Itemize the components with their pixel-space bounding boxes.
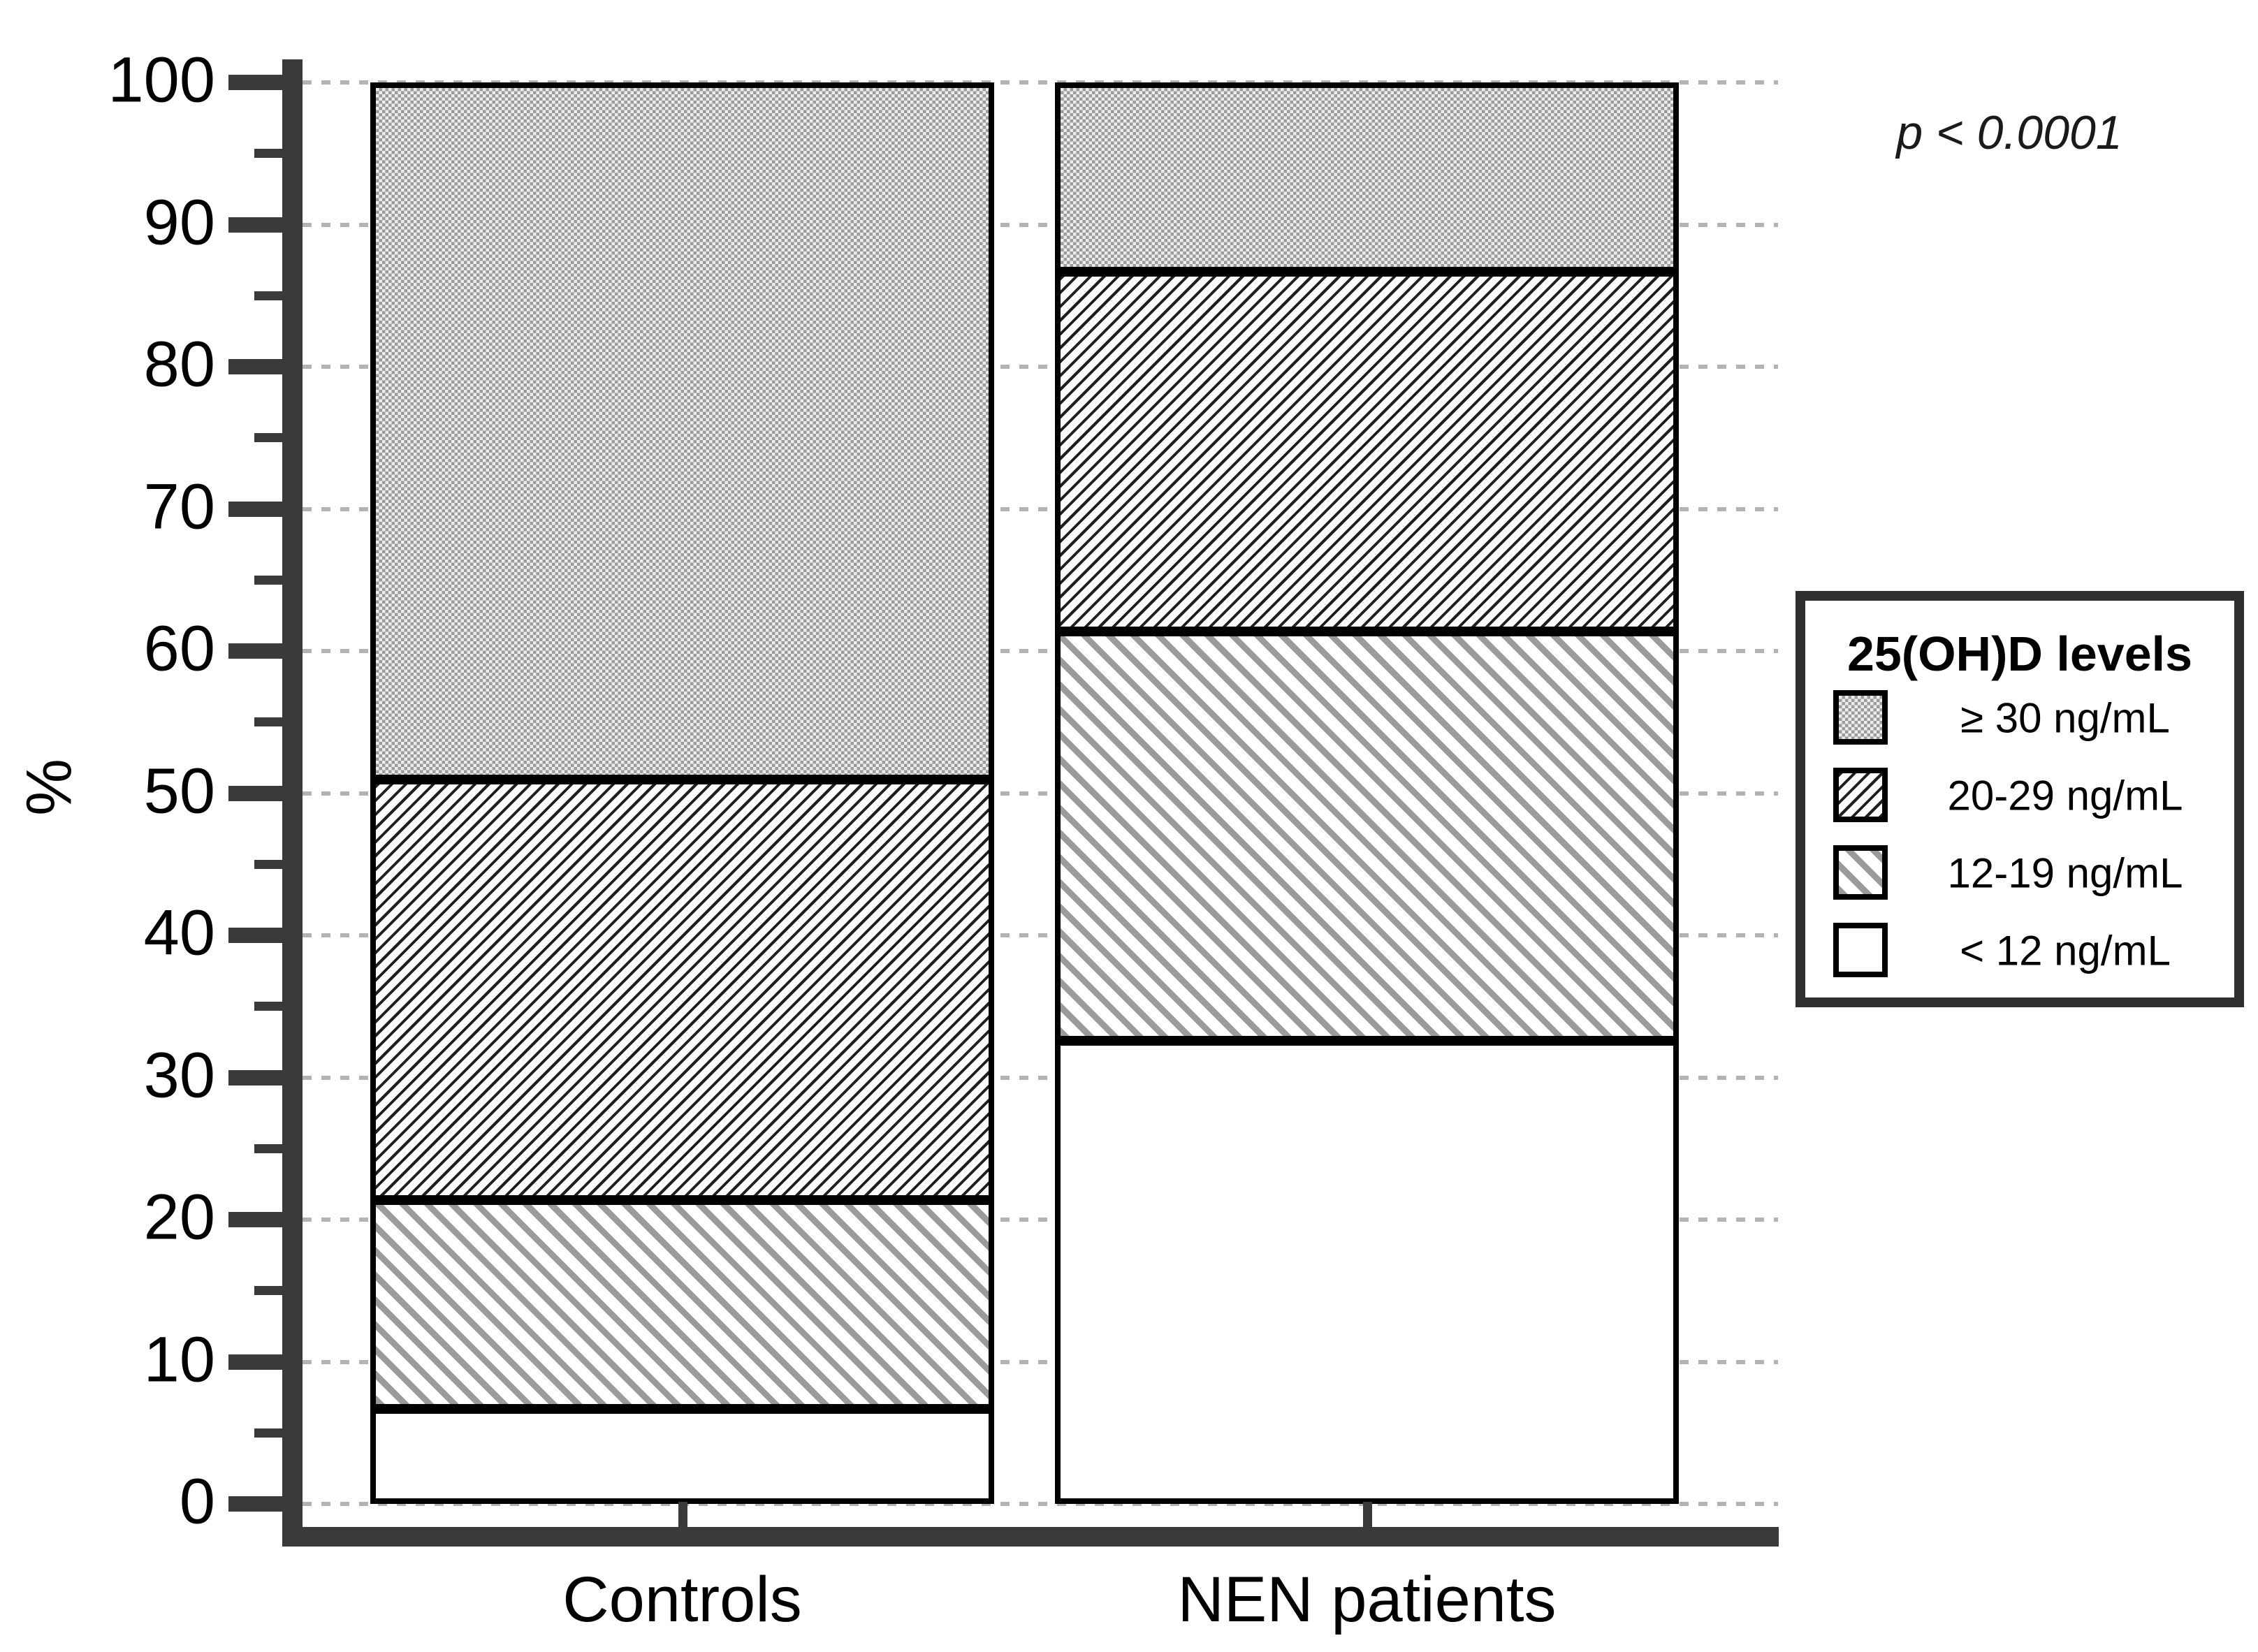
y-tick-label-10: 10	[143, 1323, 215, 1395]
legend-row--12-ng-mL: < 12 ng/mL	[1805, 923, 2234, 979]
legend-row-20-29-ng-mL: 20-29 ng/mL	[1805, 768, 2234, 824]
y-axis-line	[282, 59, 303, 1547]
legend-item-label: 20-29 ng/mL	[1947, 772, 2183, 819]
y-major-tick-100	[228, 75, 303, 90]
gridline-10	[303, 1359, 1778, 1364]
gridline-60	[303, 649, 1778, 653]
gridline-20	[303, 1218, 1778, 1222]
y-tick-label-30: 30	[143, 1039, 215, 1111]
y-minor-tick-25	[254, 1143, 303, 1153]
y-major-tick-80	[228, 359, 303, 374]
bar-segment-12-19-ng-mL	[1061, 627, 1673, 1036]
gridline-70	[303, 506, 1778, 511]
x-category-label: Controls	[562, 1564, 802, 1635]
y-tick-label-90: 90	[143, 186, 215, 258]
gridline-30	[303, 1075, 1778, 1080]
bar-segment--30-ng-mL	[376, 88, 989, 775]
gridline-100	[303, 80, 1778, 85]
y-minor-tick-5	[254, 1428, 303, 1438]
y-minor-tick-85	[254, 291, 303, 300]
y-major-tick-10	[228, 1354, 303, 1370]
y-major-tick-40	[228, 928, 303, 943]
bar-segment-20-29-ng-mL	[1061, 267, 1673, 627]
y-major-tick-30	[228, 1069, 303, 1086]
y-tick-label-40: 40	[143, 897, 215, 969]
y-minor-tick-15	[254, 1286, 303, 1296]
legend-item-label: 12-19 ng/mL	[1947, 849, 2183, 897]
y-major-tick-60	[228, 643, 303, 659]
gridline-50	[303, 791, 1778, 796]
bar-segment-20-29-ng-mL	[376, 775, 989, 1195]
y-tick-label-100: 100	[108, 44, 216, 116]
y-minor-tick-75	[254, 433, 303, 443]
y-tick-label-70: 70	[143, 470, 215, 542]
y-minor-tick-95	[254, 149, 303, 159]
y-tick-label-50: 50	[143, 754, 215, 826]
y-tick-label-60: 60	[143, 613, 215, 685]
bar-segment--12-ng-mL	[1061, 1035, 1673, 1498]
y-major-tick-0	[228, 1496, 303, 1512]
bar-nen-patients	[1055, 82, 1679, 1504]
bar-segment--12-ng-mL	[376, 1403, 989, 1498]
x-category-label: NEN patients	[1177, 1564, 1557, 1635]
y-major-tick-50	[228, 785, 303, 801]
legend-row-12-19-ng-mL: 12-19 ng/mL	[1805, 845, 2234, 901]
gridline-90	[303, 222, 1778, 227]
y-major-tick-20	[228, 1212, 303, 1227]
y-minor-tick-45	[254, 859, 303, 869]
bar-controls	[370, 82, 994, 1504]
y-tick-label-0: 0	[179, 1465, 215, 1537]
gridline-40	[303, 933, 1778, 937]
gridline-80	[303, 365, 1778, 369]
legend-item-label: ≥ 30 ng/mL	[1960, 694, 2170, 742]
bar-segment-12-19-ng-mL	[376, 1194, 989, 1404]
legend-row--30-ng-mL: ≥ 30 ng/mL	[1805, 690, 2234, 746]
legend-swatch-icon	[1833, 690, 1888, 745]
legend-box: 25(OH)D levels ≥ 30 ng/mL 20-29 ng/mL 12-1…	[1796, 591, 2244, 1007]
y-major-tick-90	[228, 217, 303, 233]
legend-title: 25(OH)D levels	[1847, 627, 2193, 681]
legend-swatch-icon	[1833, 845, 1888, 900]
gridline-0	[303, 1502, 1778, 1506]
y-major-tick-70	[228, 501, 303, 517]
x-axis-line	[282, 1527, 1779, 1547]
p-value-annotation: p < 0.0001	[1896, 106, 2122, 159]
y-minor-tick-55	[254, 717, 303, 727]
y-minor-tick-35	[254, 1002, 303, 1011]
y-minor-tick-65	[254, 575, 303, 585]
legend-swatch-icon	[1833, 923, 1888, 977]
y-tick-label-80: 80	[143, 328, 215, 400]
legend-swatch-icon	[1833, 768, 1888, 822]
legend-item-label: < 12 ng/mL	[1960, 927, 2171, 974]
bar-segment--30-ng-mL	[1061, 88, 1673, 268]
y-tick-label-20: 20	[143, 1181, 215, 1253]
